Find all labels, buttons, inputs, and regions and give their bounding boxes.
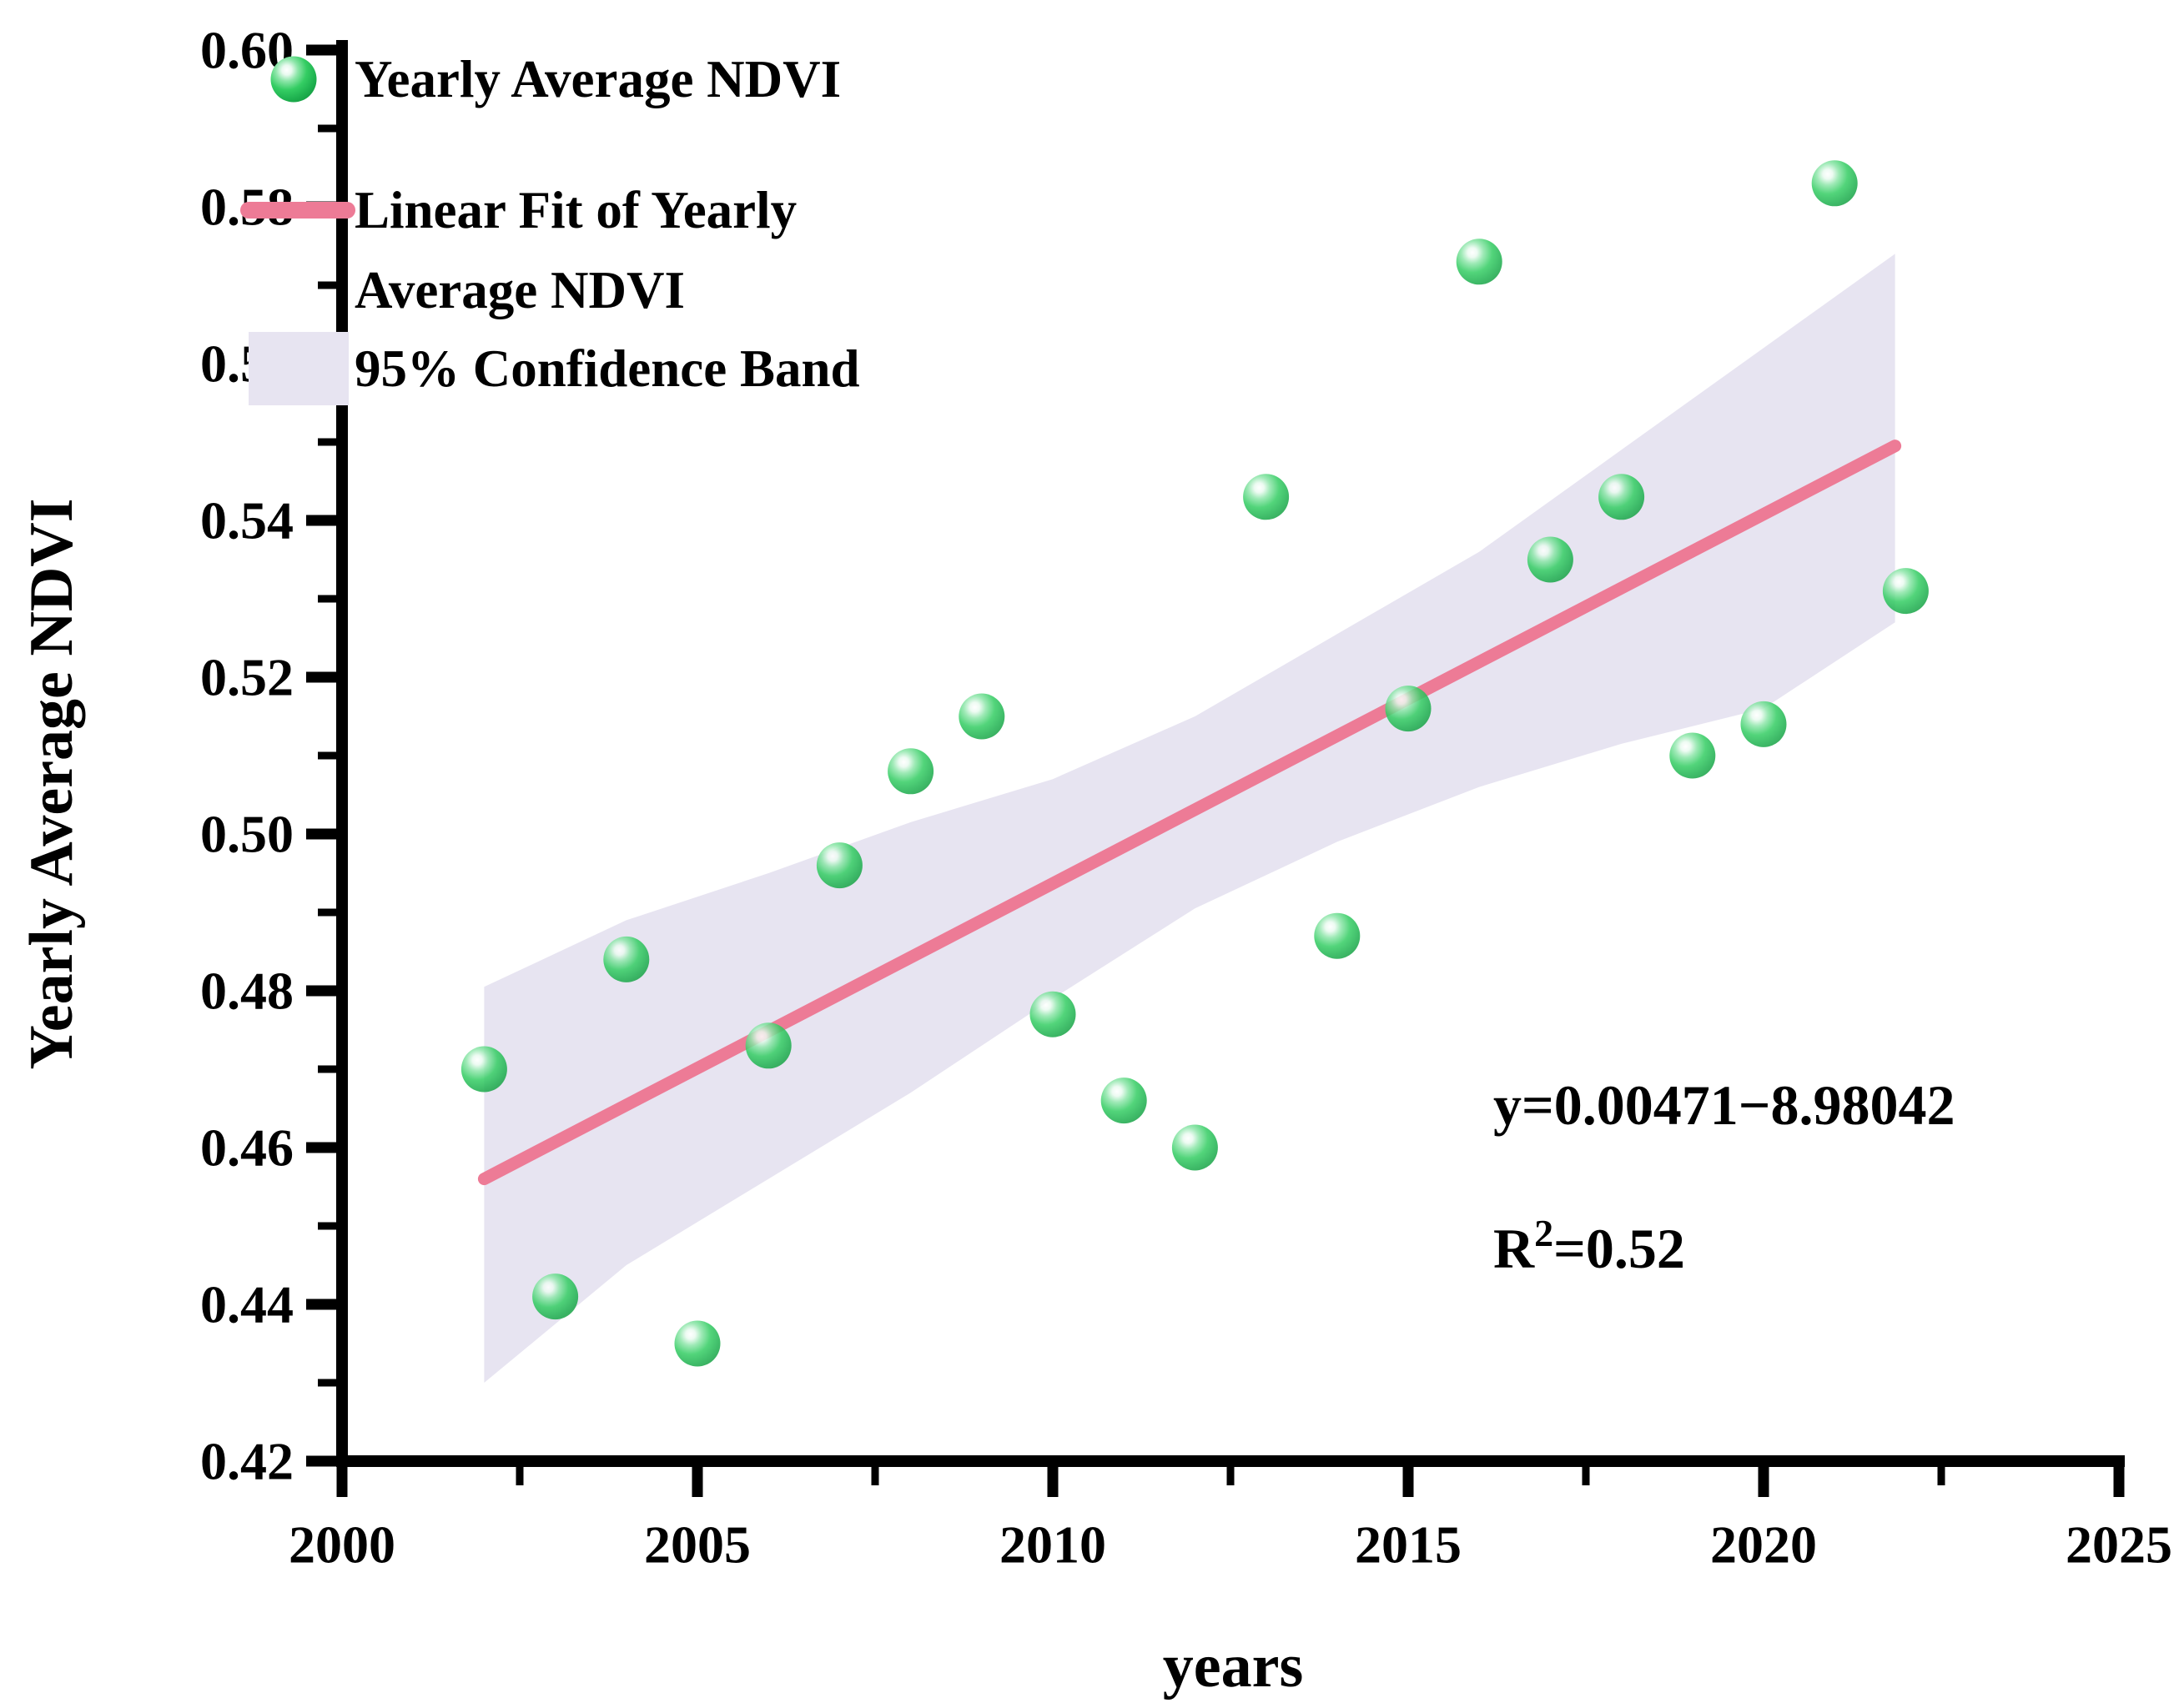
data-point-2006 [745,1022,792,1069]
y-tick-label: 0.48 [200,962,294,1021]
data-point-2003 [532,1273,579,1320]
legend: Yearly Average NDVI Linear Fit of Yearly… [240,50,860,405]
y-tick-label: 0.46 [200,1118,294,1178]
legend-band-icon [249,332,349,405]
x-tick-label: 2010 [999,1515,1106,1575]
tick-labels: 0.420.440.460.480.500.520.540.560.580.60… [200,21,2172,1575]
data-point-2008 [888,748,934,795]
data-point-2017 [1527,536,1573,583]
data-point-2018 [1598,474,1645,520]
legend-label-fit-2: Average NDVI [355,261,685,319]
x-tick-label: 2025 [2066,1515,2172,1575]
data-point-2004 [603,936,650,982]
y-tick-label: 0.50 [200,805,294,864]
data-point-2015 [1385,686,1432,732]
x-tick-label: 2015 [1355,1515,1462,1575]
fit-equation-annotation: y=0.00471−8.98042 R2=0.52 [1493,1073,1955,1280]
data-point-2014 [1314,912,1361,959]
equation-text: y=0.00471−8.98042 [1493,1073,1955,1137]
legend-label-fit-1: Linear Fit of Yearly [355,181,797,239]
data-point-2021 [1811,160,1858,207]
legend-label-scatter: Yearly Average NDVI [355,50,841,108]
y-tick-label: 0.44 [200,1275,294,1334]
data-point-2013 [1243,474,1290,520]
y-tick-label: 0.52 [200,648,294,707]
linear-fit-line [477,440,1902,1186]
x-tick-label: 2020 [1710,1515,1817,1575]
data-point-2009 [959,693,1005,740]
fit-line [477,440,1902,1186]
y-tick-label: 0.42 [200,1432,294,1491]
data-point-2016 [1456,239,1502,285]
data-point-2010 [1029,991,1076,1037]
y-axis-title: Yearly Average NDVI [18,498,86,1069]
legend-sphere-icon [270,56,317,103]
data-point-2019 [1669,732,1716,779]
data-point-2022 [1882,568,1929,615]
legend-label-band: 95% Confidence Band [355,339,860,398]
data-point-2011 [1100,1078,1147,1124]
data-point-2020 [1740,701,1787,747]
data-point-2002 [460,1046,507,1093]
data-point-2012 [1171,1124,1218,1171]
scatter-points [460,160,1929,1367]
x-tick-label: 2000 [289,1515,395,1575]
data-point-2007 [816,842,863,889]
r-squared-text: R2=0.52 [1493,1212,1685,1280]
x-axis-title: years [1163,1632,1304,1700]
x-tick-label: 2005 [644,1515,751,1575]
y-tick-label: 0.54 [200,491,294,550]
data-point-2005 [674,1320,721,1367]
